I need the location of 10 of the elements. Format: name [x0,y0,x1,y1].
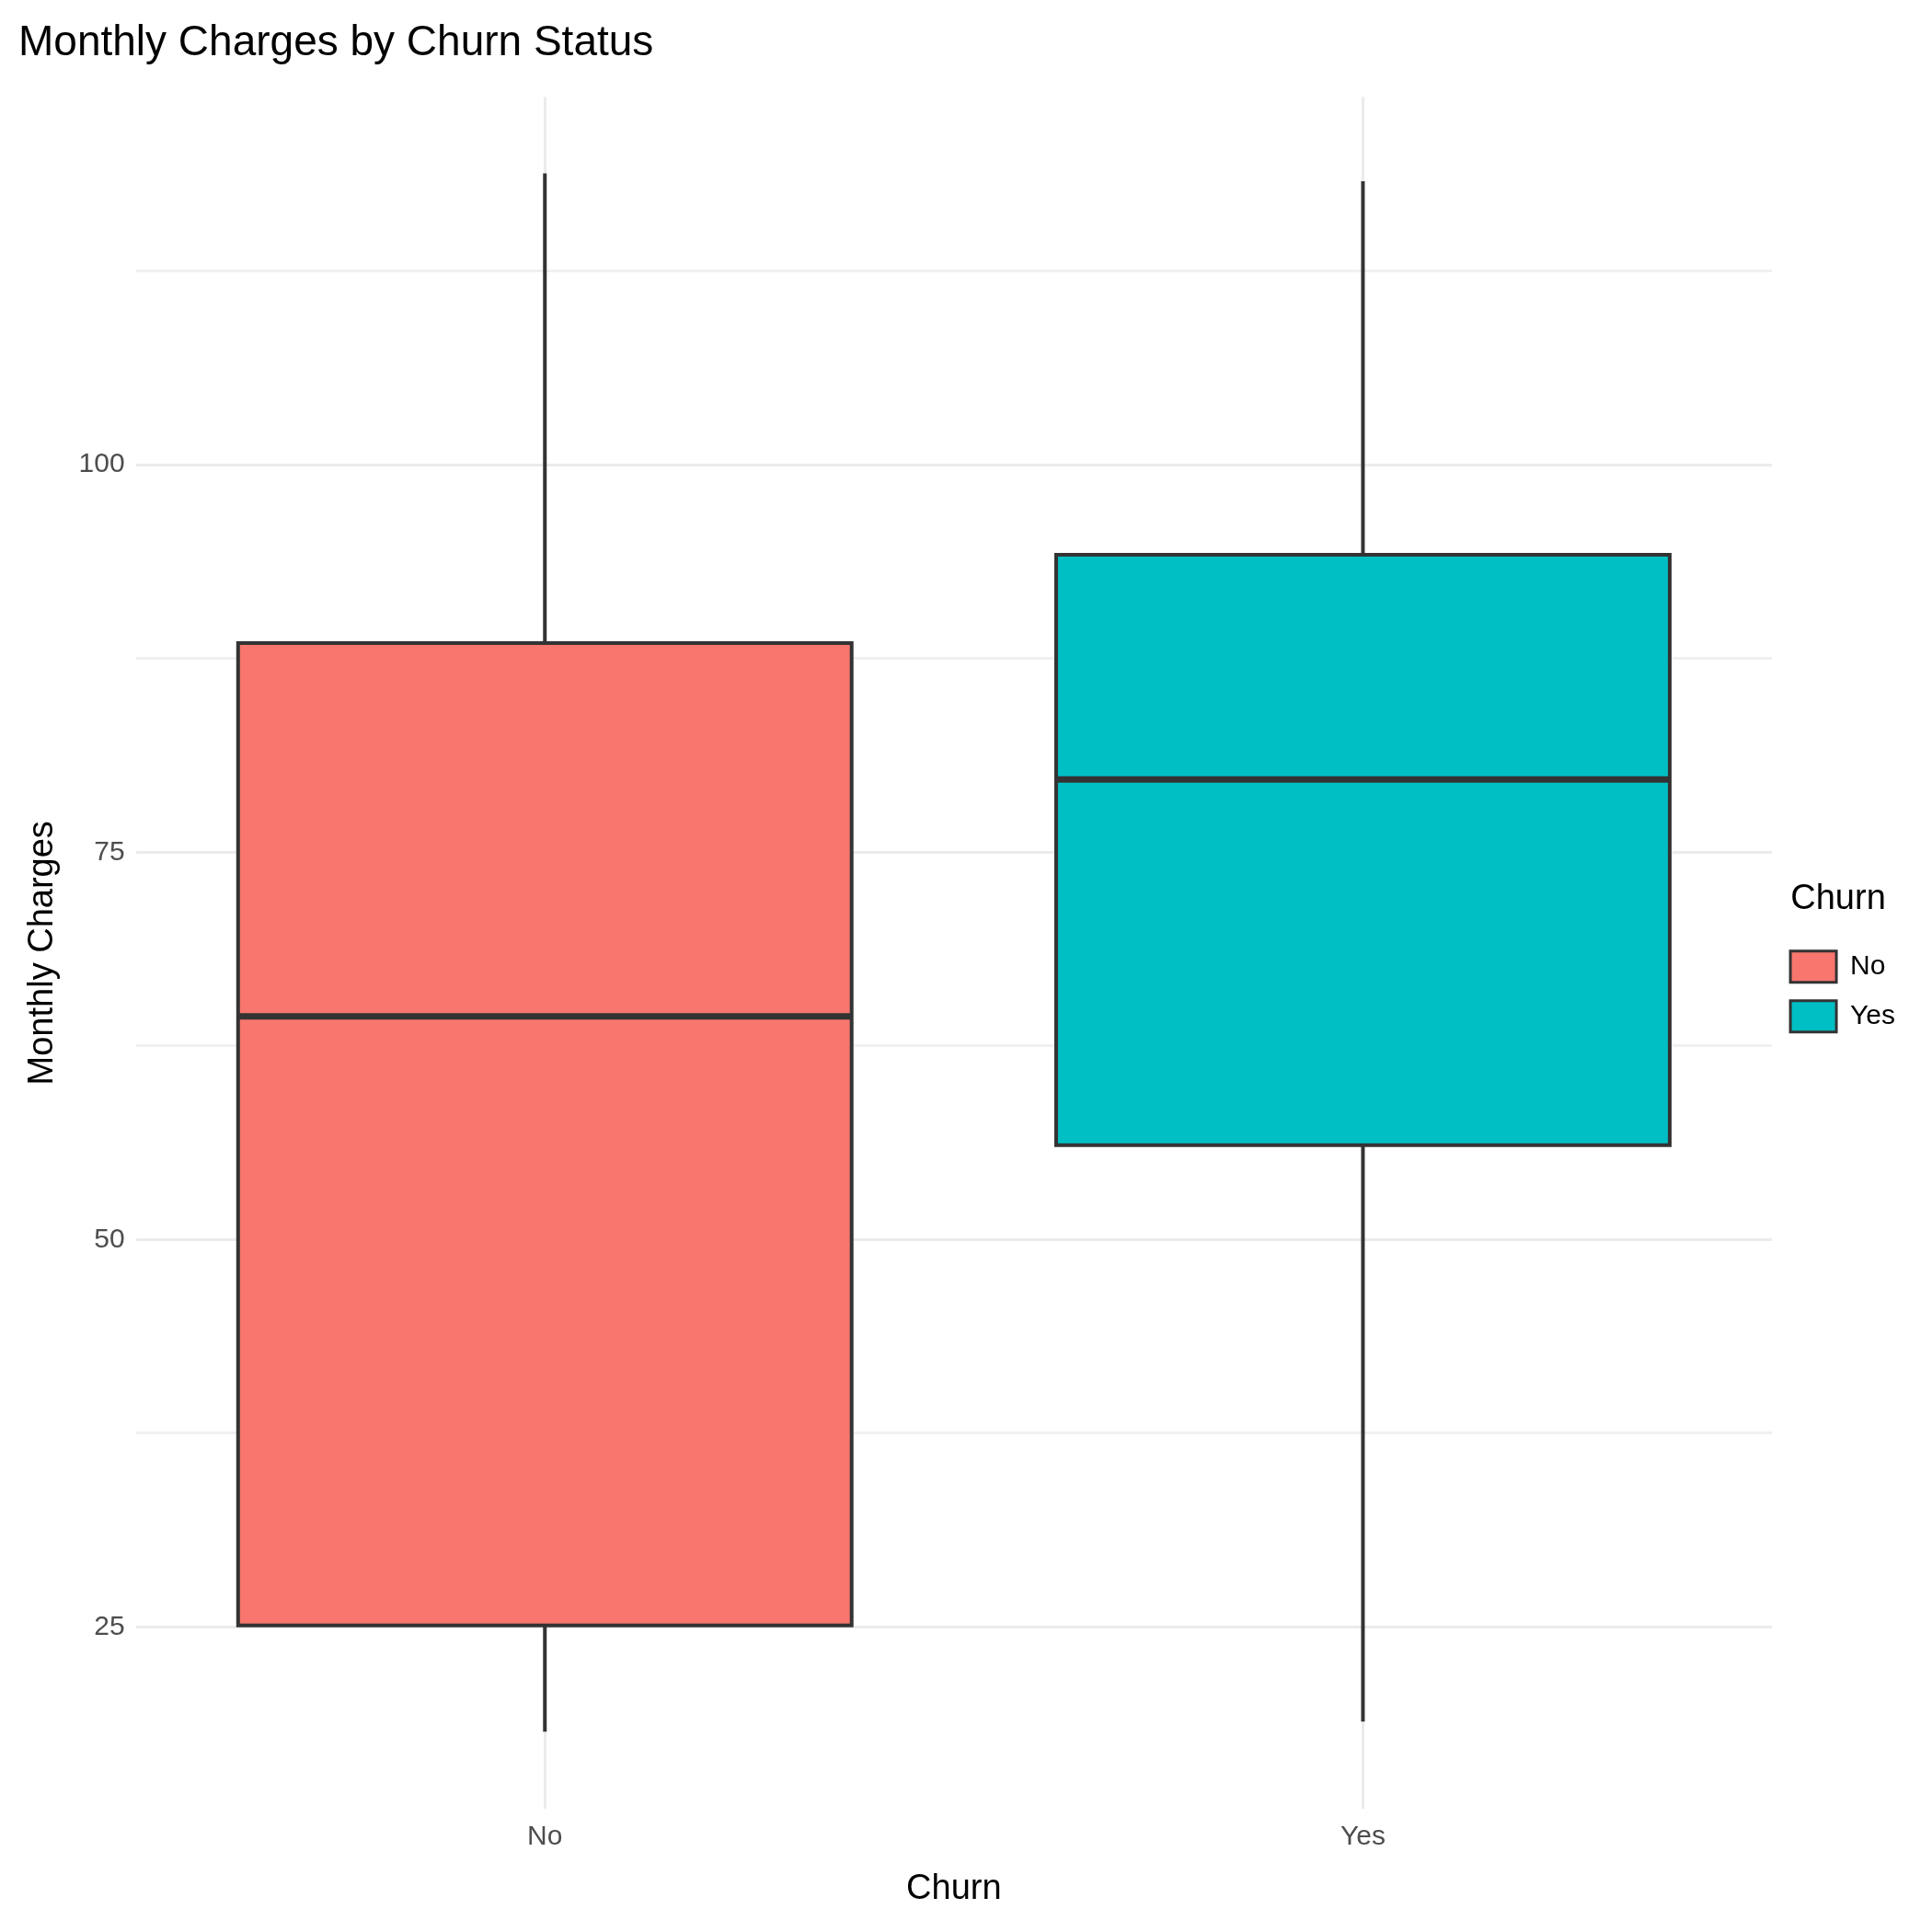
y-tick-label: 25 [94,1609,125,1640]
y-tick-label: 50 [94,1222,125,1253]
x-axis-title: Churn [906,1867,1002,1906]
y-axis-title: Monthly Charges [21,821,61,1086]
y-tick-label: 75 [94,834,125,866]
chart-title: Monthly Charges by Churn Status [18,17,654,65]
legend-label: No [1850,949,1886,981]
y-tick-label: 100 [78,447,125,478]
legend-title: Churn [1790,877,1886,916]
legend-label: Yes [1850,999,1896,1030]
